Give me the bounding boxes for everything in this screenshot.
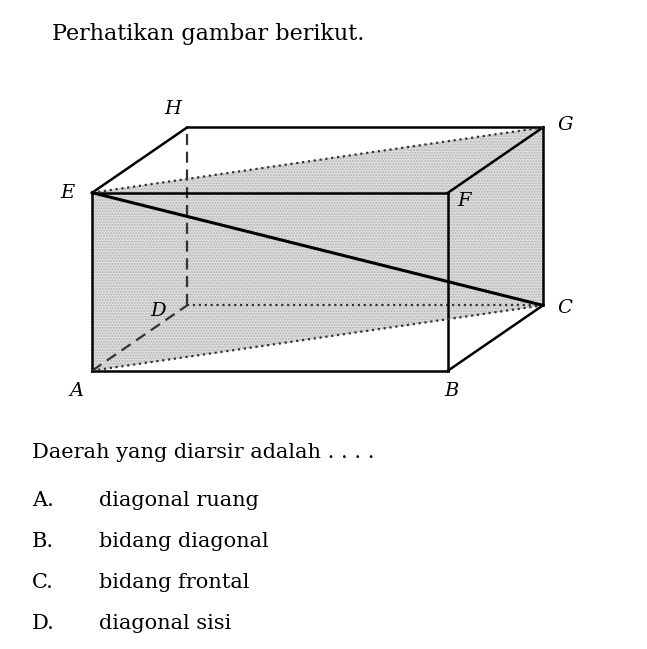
Text: F: F xyxy=(457,192,471,210)
Text: Daerah yang diarsir adalah . . . .: Daerah yang diarsir adalah . . . . xyxy=(32,443,375,461)
Text: G: G xyxy=(557,116,573,134)
Text: C.: C. xyxy=(32,573,54,592)
Text: E: E xyxy=(60,184,74,202)
Text: A.: A. xyxy=(32,491,54,510)
Text: diagonal ruang: diagonal ruang xyxy=(99,491,259,510)
Text: H: H xyxy=(164,100,181,118)
Text: C: C xyxy=(557,299,572,317)
Polygon shape xyxy=(92,127,543,371)
Text: bidang frontal: bidang frontal xyxy=(99,573,249,592)
Text: A: A xyxy=(70,382,84,400)
Text: Perhatikan gambar berikut.: Perhatikan gambar berikut. xyxy=(52,23,364,45)
Text: D.: D. xyxy=(32,614,55,633)
Text: B: B xyxy=(444,382,459,400)
Text: diagonal sisi: diagonal sisi xyxy=(99,614,231,633)
Text: B.: B. xyxy=(32,532,54,551)
Text: bidang diagonal: bidang diagonal xyxy=(99,532,269,551)
Text: D: D xyxy=(150,302,166,321)
